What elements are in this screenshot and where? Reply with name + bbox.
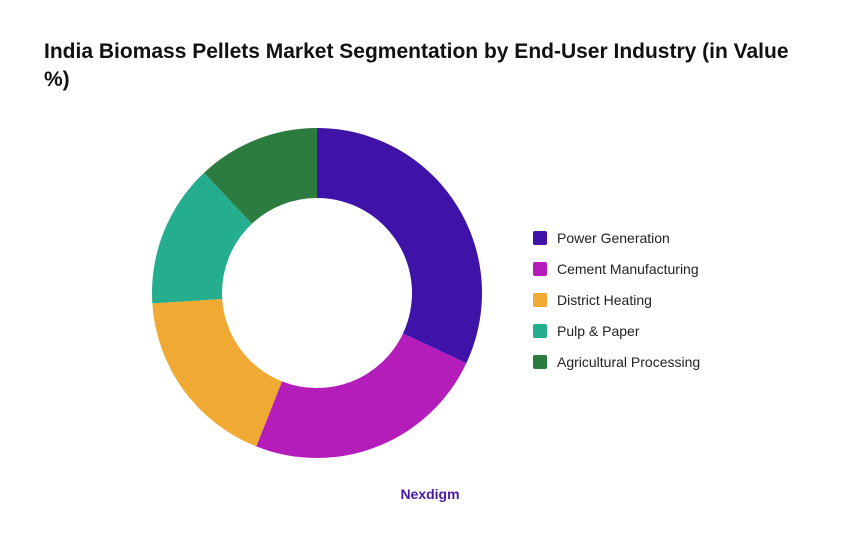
donut-slice-district-heating[interactable] xyxy=(152,298,283,447)
legend-swatch xyxy=(533,292,547,307)
legend-swatch xyxy=(533,261,547,276)
legend-label: Pulp & Paper xyxy=(557,322,640,339)
legend-swatch xyxy=(533,354,547,369)
legend-label: Cement Manufacturing xyxy=(557,260,699,277)
legend-label: Power Generation xyxy=(557,229,670,246)
chart-title: India Biomass Pellets Market Segmentatio… xyxy=(44,40,789,91)
legend-item-power-generation[interactable]: Power Generation xyxy=(533,222,700,253)
legend-item-cement-manufacturing[interactable]: Cement Manufacturing xyxy=(533,253,700,284)
legend-item-district-heating[interactable]: District Heating xyxy=(533,284,700,315)
donut-slice-agricultural-processing[interactable] xyxy=(204,128,317,224)
legend-item-agricultural-processing[interactable]: Agricultural Processing xyxy=(533,346,700,377)
donut-slice-cement-manufacturing[interactable] xyxy=(256,333,467,458)
brand-logo-text: Nexdigm xyxy=(400,486,460,502)
legend-swatch xyxy=(533,230,547,245)
legend-swatch xyxy=(533,323,547,338)
legend-label: District Heating xyxy=(557,291,652,308)
donut-slice-pulp-paper[interactable] xyxy=(152,172,252,304)
legend-item-pulp-paper[interactable]: Pulp & Paper xyxy=(533,315,700,346)
chart-legend: Power Generation Cement Manufacturing Di… xyxy=(533,222,700,377)
donut-slice-power-generation[interactable] xyxy=(317,128,482,364)
legend-label: Agricultural Processing xyxy=(557,353,701,370)
